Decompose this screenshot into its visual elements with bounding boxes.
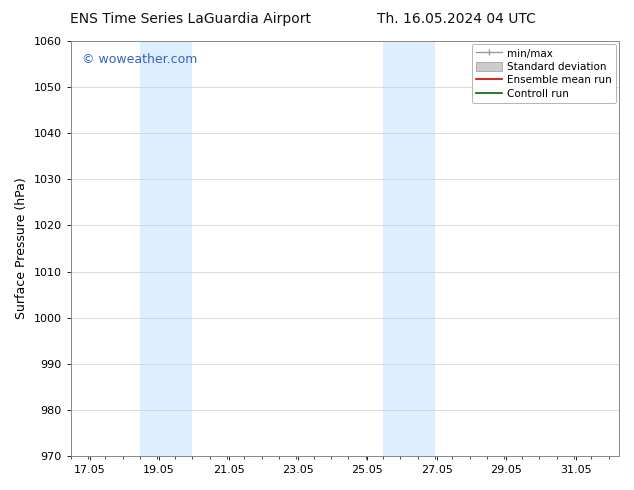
Bar [418, 41, 435, 456]
Bar [140, 41, 175, 456]
Y-axis label: Surface Pressure (hPa): Surface Pressure (hPa) [15, 178, 28, 319]
Bar [383, 41, 418, 456]
Text: Th. 16.05.2024 04 UTC: Th. 16.05.2024 04 UTC [377, 12, 536, 26]
Legend: min/max, Standard deviation, Ensemble mean run, Controll run: min/max, Standard deviation, Ensemble me… [472, 44, 616, 103]
Text: ENS Time Series LaGuardia Airport: ENS Time Series LaGuardia Airport [70, 12, 311, 26]
Bar [175, 41, 192, 456]
Text: © woweather.com: © woweather.com [82, 53, 197, 67]
